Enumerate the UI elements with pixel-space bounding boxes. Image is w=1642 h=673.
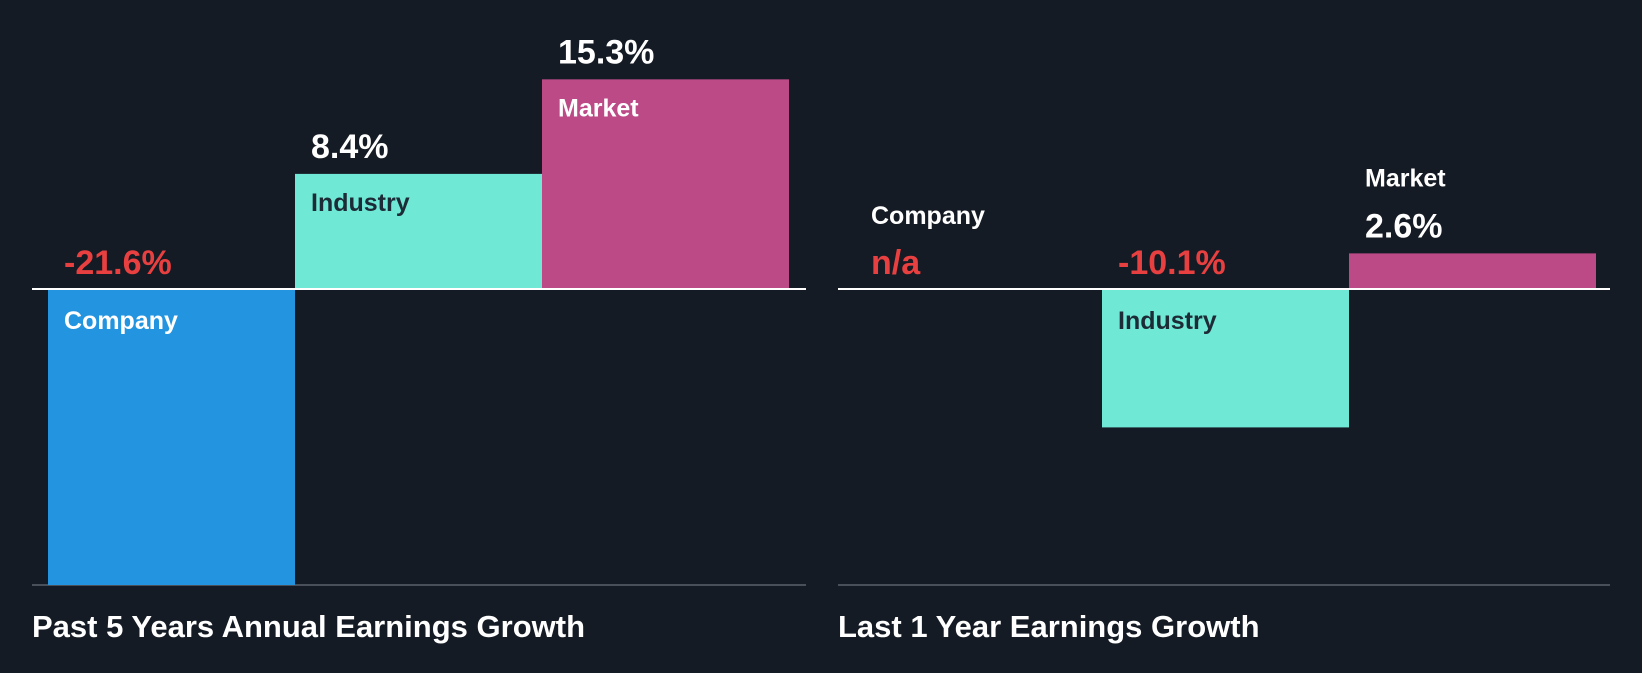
panel-1-company-value-label: -21.6%	[64, 244, 172, 282]
panel-2-industry-value-label: -10.1%	[1118, 244, 1226, 282]
panel-2-industry-category-label: Industry	[1118, 307, 1217, 335]
panel-2-market-category-label: Market	[1365, 164, 1446, 192]
panel-2-market-value-label: 2.6%	[1365, 207, 1443, 245]
panel-1-industry-value-label: 8.4%	[311, 128, 389, 166]
panel-1-industry-category-label: Industry	[311, 189, 410, 217]
panel-2-industry-bar	[1102, 289, 1349, 428]
panel-2-market-bar	[1349, 253, 1596, 289]
panel-1-market-bar	[542, 79, 789, 289]
panel-1-company-category-label: Company	[64, 307, 178, 335]
panel-1-company-bar	[48, 289, 295, 585]
panel-1-industry-bar	[295, 173, 542, 289]
panel-1-market-category-label: Market	[558, 94, 639, 122]
panel-1-title: Past 5 Years Annual Earnings Growth	[32, 609, 585, 644]
panel-2-title: Last 1 Year Earnings Growth	[838, 609, 1260, 644]
panel-2-company-value-label: n/a	[871, 244, 921, 282]
panel-2-company-category-label: Company	[871, 202, 985, 230]
panel-1-market-value-label: 15.3%	[558, 33, 654, 71]
